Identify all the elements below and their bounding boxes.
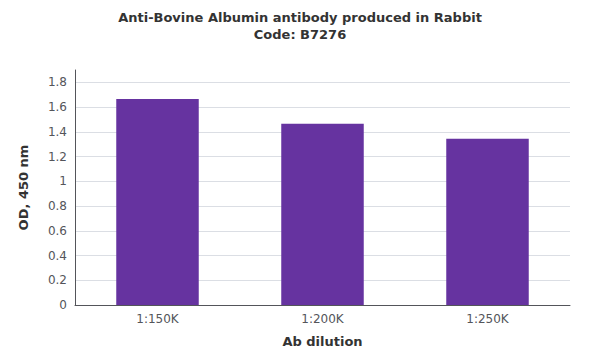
svg-text:1: 1 — [59, 174, 67, 188]
svg-text:1:150K: 1:150K — [136, 312, 180, 326]
svg-text:OD, 450 nm: OD, 450 nm — [16, 145, 31, 231]
svg-text:1:250K: 1:250K — [466, 312, 510, 326]
svg-text:Code: B7276: Code: B7276 — [254, 27, 346, 42]
svg-text:1.6: 1.6 — [48, 100, 67, 114]
svg-text:0.2: 0.2 — [48, 273, 67, 287]
svg-text:Ab dilution: Ab dilution — [282, 334, 362, 349]
svg-text:0: 0 — [59, 298, 67, 312]
svg-text:Anti-Bovine Albumin antibody p: Anti-Bovine Albumin antibody produced in… — [118, 10, 482, 25]
svg-text:0.6: 0.6 — [48, 224, 67, 238]
svg-text:0.4: 0.4 — [48, 249, 67, 263]
svg-text:1.2: 1.2 — [48, 150, 67, 164]
svg-text:1.4: 1.4 — [48, 125, 67, 139]
svg-text:1:200K: 1:200K — [301, 312, 345, 326]
svg-text:1.8: 1.8 — [48, 75, 67, 89]
svg-text:0.8: 0.8 — [48, 199, 67, 213]
